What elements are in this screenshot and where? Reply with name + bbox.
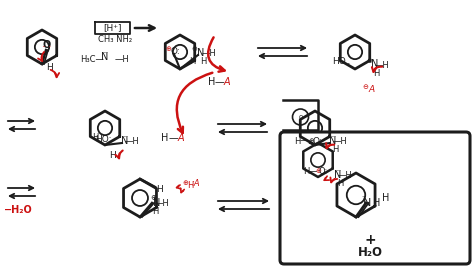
Text: —H: —H: [125, 136, 139, 146]
Text: N: N: [363, 198, 371, 208]
Text: A: A: [178, 133, 184, 143]
Text: CH₃ NH₂: CH₃ NH₂: [98, 35, 132, 44]
Text: ·: ·: [48, 42, 52, 52]
Text: ⊕: ⊕: [191, 46, 197, 52]
Text: O:: O:: [319, 168, 328, 177]
Text: —H: —H: [337, 171, 352, 180]
Text: —: —: [214, 77, 224, 87]
Text: —H: —H: [155, 198, 169, 207]
Text: H₃C—: H₃C—: [80, 56, 104, 64]
Text: H: H: [374, 198, 381, 208]
Text: N: N: [197, 48, 205, 58]
Text: H: H: [189, 56, 195, 65]
FancyBboxPatch shape: [280, 132, 470, 264]
Text: N: N: [153, 198, 160, 208]
Text: HO: HO: [332, 56, 346, 65]
Text: O: O: [43, 40, 51, 50]
Text: ··: ··: [362, 194, 366, 200]
Text: H: H: [373, 69, 379, 77]
Text: A: A: [369, 85, 375, 94]
Text: —H: —H: [201, 48, 216, 57]
Text: H: H: [156, 185, 164, 193]
Text: A: A: [224, 77, 230, 87]
Text: H: H: [303, 167, 309, 176]
Text: +: +: [364, 233, 376, 247]
Text: ·: ·: [42, 42, 46, 52]
Text: —H: —H: [115, 56, 130, 64]
Text: —H: —H: [374, 60, 389, 69]
Text: N̈: N̈: [334, 170, 342, 180]
Text: ⊕: ⊕: [308, 138, 314, 144]
Text: H: H: [161, 133, 169, 143]
Text: ·: ·: [347, 59, 351, 69]
Text: N̈: N̈: [121, 136, 128, 146]
Text: :A: :A: [191, 178, 201, 188]
Text: —: —: [168, 133, 178, 143]
Text: —: —: [309, 168, 317, 177]
Text: H: H: [294, 136, 300, 146]
Text: ⊕: ⊕: [150, 193, 156, 202]
Text: H: H: [92, 132, 98, 142]
Text: [H⁺]: [H⁺]: [103, 23, 122, 32]
Text: O:: O:: [312, 136, 322, 146]
Text: H: H: [46, 63, 54, 72]
Text: H: H: [187, 181, 193, 189]
Text: H: H: [109, 151, 117, 160]
Text: ⊕: ⊕: [366, 58, 372, 64]
Text: H₂O: H₂O: [357, 246, 383, 259]
Text: ⊕: ⊕: [165, 46, 171, 52]
Text: H: H: [152, 206, 158, 215]
Text: O:: O:: [170, 48, 180, 56]
Text: H: H: [383, 193, 390, 203]
Text: H: H: [208, 77, 216, 87]
Text: ⊕: ⊕: [182, 180, 188, 186]
Text: N̈: N̈: [329, 136, 337, 146]
Text: o: o: [298, 114, 302, 120]
Text: HO:: HO:: [95, 135, 111, 144]
Text: N: N: [371, 59, 379, 69]
Text: ⊕: ⊕: [315, 168, 321, 174]
Text: −H₂O: −H₂O: [4, 205, 32, 215]
Text: H: H: [332, 146, 338, 155]
Text: ⊖: ⊖: [362, 84, 368, 90]
Text: —H: —H: [333, 136, 347, 146]
Text: N̈: N̈: [101, 52, 109, 62]
Text: —: —: [300, 136, 308, 146]
Text: H: H: [337, 178, 343, 188]
Text: H: H: [200, 56, 206, 65]
